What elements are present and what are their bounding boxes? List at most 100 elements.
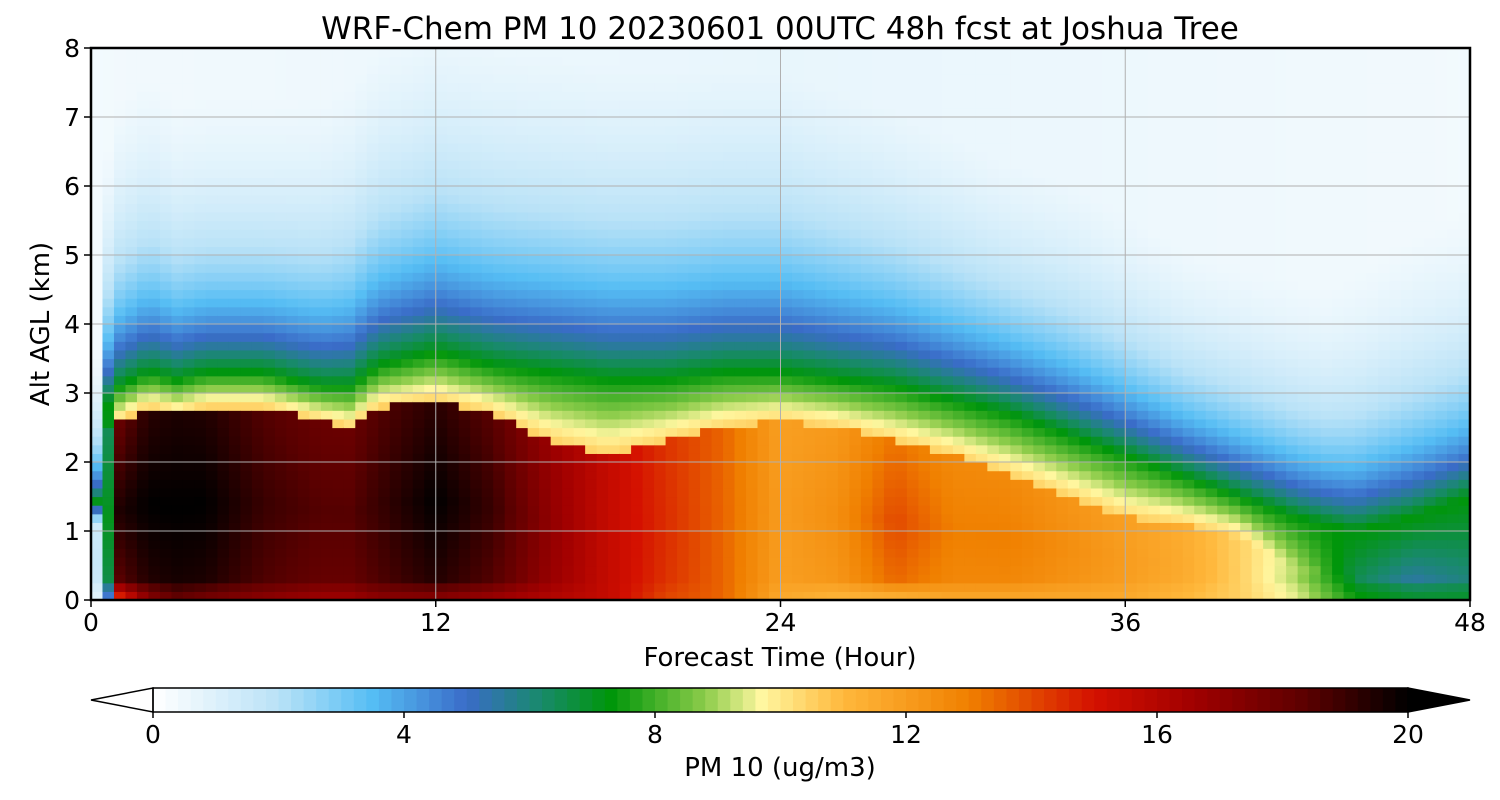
heatmap-cell: [412, 56, 425, 66]
heatmap-cell: [263, 177, 276, 187]
heatmap-cell: [182, 453, 196, 463]
heatmap-cell: [355, 289, 368, 299]
heatmap-cell: [102, 324, 115, 334]
heatmap-cell: [102, 384, 115, 394]
heatmap-cell: [964, 556, 977, 567]
heatmap-cell: [619, 513, 632, 523]
heatmap-cell: [665, 91, 678, 101]
heatmap-cell: [872, 436, 885, 446]
heatmap-cell: [757, 194, 770, 204]
heatmap-cell: [688, 237, 701, 247]
heatmap-cell: [389, 470, 402, 480]
heatmap-cell: [929, 436, 942, 446]
heatmap-cell: [263, 358, 276, 368]
heatmap-cell: [91, 531, 104, 541]
heatmap-cell: [711, 142, 724, 153]
heatmap-cell: [401, 444, 414, 454]
heatmap-cell: [136, 160, 150, 170]
heatmap-cell: [159, 324, 173, 334]
heatmap-cell: [964, 531, 977, 541]
heatmap-cell: [929, 513, 942, 523]
heatmap-cell: [700, 211, 713, 222]
heatmap-cell: [665, 194, 678, 204]
heatmap-cell: [332, 358, 345, 368]
heatmap-cell: [424, 436, 437, 446]
heatmap-cell: [814, 436, 828, 446]
heatmap-cell: [91, 548, 104, 558]
heatmap-cell: [251, 410, 264, 420]
heatmap-cell: [159, 522, 173, 532]
heatmap-cell: [159, 220, 173, 230]
heatmap-cell: [723, 151, 736, 161]
heatmap-cell: [562, 73, 575, 84]
heatmap-cell: [493, 582, 506, 592]
heatmap-cell: [814, 289, 828, 299]
heatmap-cell: [504, 427, 517, 437]
heatmap-cell: [700, 117, 713, 127]
heatmap-cell: [906, 237, 919, 247]
heatmap-cell: [136, 48, 150, 58]
heatmap-cell: [504, 539, 517, 549]
heatmap-cell: [493, 229, 506, 239]
heatmap-cell: [493, 91, 506, 101]
heatmap-cell: [217, 358, 230, 368]
heatmap-cell: [700, 48, 713, 58]
heatmap-cell: [309, 539, 322, 549]
heatmap-cell: [562, 565, 575, 575]
heatmap-cell: [504, 453, 517, 463]
heatmap-cell: [136, 117, 150, 127]
heatmap-cell: [274, 505, 287, 515]
heatmap-cell: [608, 82, 621, 92]
heatmap-cell: [102, 168, 115, 178]
heatmap-cell: [412, 211, 425, 222]
heatmap-cell: [711, 263, 724, 273]
heatmap-cell: [688, 436, 701, 446]
heatmap-cell: [711, 513, 724, 523]
heatmap-cell: [205, 168, 219, 178]
heatmap-cell: [182, 427, 196, 437]
heatmap-cell: [573, 556, 586, 567]
heatmap-cell: [608, 479, 621, 489]
heatmap-cell: [573, 255, 586, 265]
heatmap-cell: [941, 531, 954, 541]
heatmap-cell: [458, 99, 471, 109]
heatmap-cell: [251, 186, 264, 196]
heatmap-cell: [297, 125, 310, 135]
heatmap-cell: [424, 487, 437, 498]
heatmap-cell: [516, 591, 529, 600]
heatmap-cell: [389, 220, 402, 230]
heatmap-cell: [849, 332, 862, 342]
heatmap-cell: [424, 427, 437, 437]
heatmap-cell: [194, 332, 207, 342]
heatmap-cell: [159, 229, 173, 239]
heatmap-cell: [194, 65, 207, 75]
heatmap-cell: [355, 582, 368, 592]
heatmap-cell: [906, 220, 919, 230]
heatmap-cell: [527, 246, 540, 256]
heatmap-cell: [814, 315, 828, 325]
heatmap-cell: [895, 591, 908, 600]
heatmap-cell: [470, 298, 483, 308]
heatmap-cell: [700, 410, 713, 420]
heatmap-cell: [148, 479, 161, 489]
heatmap-cell: [631, 289, 644, 299]
heatmap-cell: [791, 582, 805, 592]
heatmap-cell: [952, 349, 965, 360]
heatmap-cell: [113, 479, 127, 489]
heatmap-cell: [723, 427, 736, 437]
heatmap-cell: [654, 384, 667, 394]
heatmap-cell: [263, 574, 276, 584]
heatmap-cell: [182, 591, 196, 600]
heatmap-cell: [711, 73, 724, 84]
heatmap-cell: [849, 48, 862, 58]
heatmap-cell: [654, 186, 667, 196]
heatmap-cell: [860, 108, 874, 118]
heatmap-cell: [366, 410, 379, 420]
heatmap-cell: [504, 332, 517, 342]
heatmap-cell: [527, 574, 540, 584]
heatmap-cell: [562, 134, 575, 144]
heatmap-cell: [619, 229, 632, 239]
heatmap-cell: [723, 358, 736, 368]
heatmap-cell: [952, 306, 965, 316]
heatmap-cell: [504, 496, 517, 506]
